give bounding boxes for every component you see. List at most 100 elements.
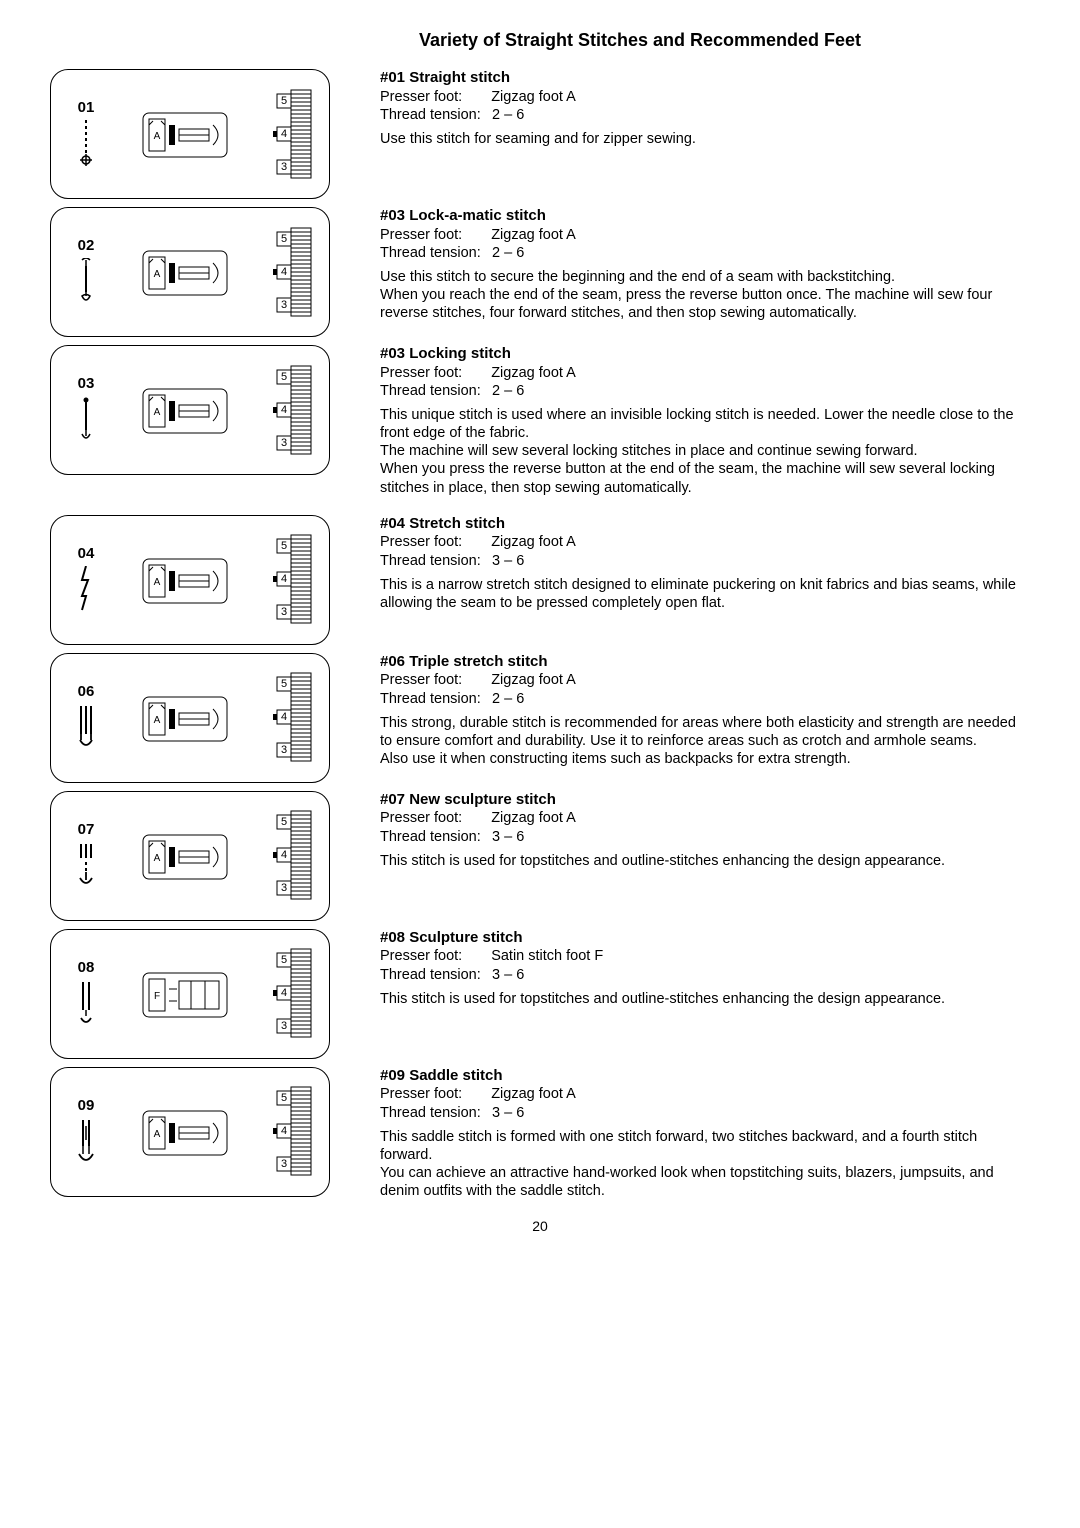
svg-text:5: 5 [281, 954, 287, 966]
stitch-text: #01 Straight stitchPresser foot: Zigzag … [350, 69, 1030, 158]
stitch-text: #07 New sculpture stitchPresser foot: Zi… [350, 791, 1030, 880]
stitch-diagram: 07 5 4 3 [50, 791, 330, 921]
stitch-description: Use this stitch to secure the beginning … [380, 268, 1030, 322]
presser-foot-icon [135, 691, 235, 749]
stitch-row: 09 543 #09 Saddle stitchPresser foot: Zigz… [50, 1067, 1030, 1211]
svg-text:4: 4 [281, 711, 287, 723]
presser-foot-icon [135, 829, 235, 887]
thread-tension-label: Thread tension: 2 – 6 [380, 690, 1030, 708]
stitch-text: #09 Saddle stitchPresser foot: Zigzag fo… [350, 1067, 1030, 1211]
stitch-description: Use this stitch for seaming and for zipp… [380, 130, 1030, 148]
stitch-glyph-icon [76, 842, 96, 890]
svg-text:3: 3 [281, 744, 287, 756]
svg-text:5: 5 [281, 678, 287, 690]
svg-text:4: 4 [281, 987, 287, 999]
stitch-description: This saddle stitch is formed with one st… [380, 1128, 1030, 1201]
tension-scale-icon: 5 4 3 [263, 364, 315, 456]
svg-text:3: 3 [281, 882, 287, 894]
svg-text:5: 5 [281, 540, 287, 552]
page-title: Variety of Straight Stitches and Recomme… [250, 30, 1030, 51]
stitch-row: 04 5 4 3 #04 Stretch stitchPresser foot: Zig… [50, 515, 1030, 645]
svg-text:4: 4 [281, 849, 287, 861]
presser-foot-icon [135, 967, 235, 1025]
stitch-row: 06 5 4 3 #06 Triple stretch stitchPresser fo… [50, 653, 1030, 783]
stitch-row: 07 5 4 3 #07 New sculpture stitchPresser foo… [50, 791, 1030, 921]
stitch-number: 07 [65, 821, 107, 838]
presser-foot-icon [135, 553, 235, 611]
stitch-text: #04 Stretch stitchPresser foot: Zigzag f… [350, 515, 1030, 622]
svg-text:3: 3 [281, 606, 287, 618]
stitch-number: 04 [65, 545, 107, 562]
stitch-text: #03 Lock-a-matic stitchPresser foot: Zig… [350, 207, 1030, 332]
presser-foot-icon [135, 245, 235, 303]
thread-tension-label: Thread tension: 2 – 6 [380, 106, 1030, 124]
thread-tension-label: Thread tension: 3 – 6 [380, 552, 1030, 570]
svg-text:3: 3 [281, 1158, 287, 1170]
thread-tension-label: Thread tension: 2 – 6 [380, 244, 1030, 262]
stitch-number: 02 [65, 237, 107, 254]
stitch-title: #06 Triple stretch stitch [380, 653, 1030, 672]
svg-text:3: 3 [281, 1020, 287, 1032]
stitch-number: 01 [65, 99, 107, 116]
stitch-glyph-icon [76, 980, 96, 1028]
stitch-glyph-icon [76, 396, 96, 444]
stitch-diagram: 02 543 [50, 207, 330, 337]
stitch-diagram: 06 5 4 3 [50, 653, 330, 783]
stitch-description: This unique stitch is used where an invi… [380, 406, 1030, 497]
svg-text:4: 4 [281, 128, 287, 140]
stitch-diagram: 03543 [50, 345, 330, 475]
tension-scale-icon: 543 [263, 1085, 315, 1177]
svg-text:5: 5 [281, 233, 287, 245]
presser-foot-label: Presser foot: Zigzag foot A [380, 1085, 1030, 1103]
svg-text:5: 5 [281, 1092, 287, 1104]
presser-foot-label: Presser foot: Zigzag foot A [380, 809, 1030, 827]
stitch-row: 03543#03 Locking stitchPresser foot: Zig… [50, 345, 1030, 507]
presser-foot-label: Presser foot: Zigzag foot A [380, 88, 1030, 106]
stitch-title: #04 Stretch stitch [380, 515, 1030, 534]
stitch-number: 06 [65, 683, 107, 700]
stitch-glyph-icon [76, 704, 96, 752]
stitch-description: This strong, durable stitch is recommend… [380, 714, 1030, 768]
stitch-diagram: 01 5 4 3 [50, 69, 330, 199]
stitch-title: #03 Locking stitch [380, 345, 1030, 364]
tension-scale-icon: 543 [263, 226, 315, 318]
thread-tension-label: Thread tension: 3 – 6 [380, 828, 1030, 846]
stitch-title: #08 Sculpture stitch [380, 929, 1030, 948]
svg-text:5: 5 [281, 371, 287, 383]
stitch-description: This stitch is used for topstitches and … [380, 852, 1030, 870]
thread-tension-label: Thread tension: 3 – 6 [380, 966, 1030, 984]
stitch-glyph-icon [76, 258, 96, 306]
presser-foot-label: Presser foot: Satin stitch foot F [380, 947, 1030, 965]
svg-text:3: 3 [281, 161, 287, 173]
stitch-row: 02 543 #03 Lock-a-matic stitchPresser foot… [50, 207, 1030, 337]
presser-foot-icon [135, 1105, 235, 1163]
tension-scale-icon: 5 4 3 [263, 947, 315, 1039]
stitch-text: #03 Locking stitchPresser foot: Zigzag f… [350, 345, 1030, 507]
stitch-diagram: 04 5 4 3 [50, 515, 330, 645]
stitch-number: 09 [65, 1097, 107, 1114]
stitch-text: #06 Triple stretch stitchPresser foot: Z… [350, 653, 1030, 778]
thread-tension-label: Thread tension: 2 – 6 [380, 382, 1030, 400]
stitch-title: #07 New sculpture stitch [380, 791, 1030, 810]
stitch-text: #08 Sculpture stitchPresser foot: Satin … [350, 929, 1030, 1018]
tension-scale-icon: 5 4 3 [263, 88, 315, 180]
presser-foot-label: Presser foot: Zigzag foot A [380, 533, 1030, 551]
svg-text:3: 3 [281, 437, 287, 449]
stitch-description: This stitch is used for topstitches and … [380, 990, 1030, 1008]
presser-foot-label: Presser foot: Zigzag foot A [380, 364, 1030, 382]
stitch-diagram: 08543 [50, 929, 330, 1059]
tension-scale-icon: 5 4 3 [263, 533, 315, 625]
stitch-title: #03 Lock-a-matic stitch [380, 207, 1030, 226]
svg-text:5: 5 [281, 816, 287, 828]
svg-text:5: 5 [281, 95, 287, 107]
tension-scale-icon: 5 4 3 [263, 809, 315, 901]
stitch-glyph-icon [76, 120, 96, 168]
stitch-glyph-icon [76, 566, 96, 614]
stitch-row: 01 5 4 3 #01 Straight stitchPresser foot: Zi… [50, 69, 1030, 199]
svg-text:4: 4 [281, 404, 287, 416]
presser-foot-label: Presser foot: Zigzag foot A [380, 671, 1030, 689]
presser-foot-icon [135, 383, 235, 441]
stitch-glyph-icon [76, 1118, 96, 1166]
stitch-title: #01 Straight stitch [380, 69, 1030, 88]
svg-text:4: 4 [281, 573, 287, 585]
